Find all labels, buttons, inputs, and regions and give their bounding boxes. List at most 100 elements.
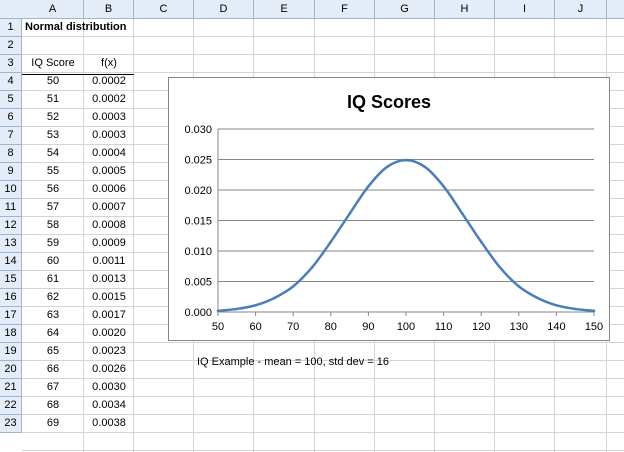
- cell-iq-score[interactable]: 62: [46, 291, 60, 303]
- chart-plot: 0.000 0.005 0.010 0.015 0.020 0.025 0.030 50 60 7…: [184, 124, 603, 333]
- cell-iq-score[interactable]: 59: [46, 237, 60, 249]
- cell-fx[interactable]: 0.0034: [92, 399, 126, 411]
- cell-iq-score[interactable]: 65: [46, 345, 60, 357]
- row-header[interactable]: 2: [0, 37, 22, 55]
- x-tick-label: 90: [362, 321, 374, 333]
- select-all-corner[interactable]: [0, 0, 23, 18]
- column-header-e[interactable]: E: [254, 0, 315, 18]
- data-point: [273, 296, 276, 300]
- row-header[interactable]: 8: [0, 145, 22, 163]
- row-header[interactable]: 10: [0, 181, 22, 199]
- row-header[interactable]: 12: [0, 217, 22, 235]
- column-header-g[interactable]: G: [375, 0, 435, 18]
- row-header[interactable]: 15: [0, 271, 22, 289]
- column-header-a[interactable]: A: [22, 0, 84, 18]
- cell-iq-score[interactable]: 58: [46, 219, 60, 231]
- column-header-c[interactable]: C: [134, 0, 194, 18]
- data-point: [536, 296, 539, 300]
- cell-fx[interactable]: 0.0013: [92, 273, 126, 285]
- cell-fx[interactable]: 0.0038: [92, 417, 126, 429]
- row-header[interactable]: 13: [0, 235, 22, 253]
- cell-iq-score[interactable]: 61: [46, 273, 60, 285]
- example-note[interactable]: IQ Example - mean = 100, std dev = 16: [197, 356, 389, 368]
- row-header[interactable]: 3: [0, 55, 22, 73]
- row-header[interactable]: 5: [0, 91, 22, 109]
- cell-iq-score[interactable]: 55: [46, 165, 60, 177]
- cell-iq-score[interactable]: 69: [46, 417, 60, 429]
- x-tick-label: 150: [585, 321, 603, 333]
- sheet-title-cell[interactable]: Normal distribution: [25, 21, 127, 33]
- cell-iq-score[interactable]: 54: [46, 147, 60, 159]
- cell-iq-score[interactable]: 67: [46, 381, 60, 393]
- row-header[interactable]: 6: [0, 109, 22, 127]
- data-point: [348, 212, 351, 216]
- cell-iq-score[interactable]: 51: [46, 93, 60, 105]
- cell-fx[interactable]: 0.0007: [92, 201, 126, 213]
- row-header[interactable]: 17: [0, 307, 22, 325]
- cell-fx[interactable]: 0.0003: [92, 129, 126, 141]
- cell-fx[interactable]: 0.0017: [92, 309, 126, 321]
- x-tick-label: 130: [510, 321, 528, 333]
- cell-fx[interactable]: 0.0020: [92, 327, 126, 339]
- row-gridline: [22, 342, 624, 343]
- row-header[interactable]: 21: [0, 379, 22, 397]
- cell-fx[interactable]: 0.0023: [92, 345, 126, 357]
- row-header[interactable]: 16: [0, 289, 22, 307]
- cell-iq-score[interactable]: 60: [46, 255, 60, 267]
- cell-fx[interactable]: 0.0002: [92, 75, 126, 87]
- column-header-d[interactable]: D: [194, 0, 254, 18]
- x-tick-label: 140: [547, 321, 565, 333]
- column-header-f[interactable]: F: [315, 0, 375, 18]
- data-point: [367, 185, 370, 188]
- data-point: [235, 307, 239, 311]
- data-point: [461, 212, 464, 216]
- row-header[interactable]: 9: [0, 163, 22, 181]
- cell-iq-score[interactable]: 52: [46, 111, 60, 123]
- x-tick-label: 120: [472, 321, 490, 333]
- cell-fx[interactable]: 0.0008: [92, 219, 126, 231]
- row-gridline: [22, 36, 624, 37]
- data-point: [555, 303, 558, 307]
- y-tick-label: 0.000: [184, 307, 212, 319]
- iq-scores-chart[interactable]: IQ Scores 0.000 0.005 0.010 0.015 0.020 0.025…: [168, 77, 610, 341]
- x-tick-label: 60: [249, 321, 261, 333]
- cell-fx[interactable]: 0.0004: [92, 147, 126, 159]
- header-iq-score[interactable]: IQ Score: [31, 57, 75, 69]
- cell-iq-score[interactable]: 63: [46, 309, 60, 321]
- cell-fx[interactable]: 0.0011: [92, 255, 126, 267]
- row-header[interactable]: 20: [0, 361, 22, 379]
- row-header[interactable]: 1: [0, 19, 22, 37]
- cell-iq-score[interactable]: 57: [46, 201, 60, 213]
- row-header[interactable]: 4: [0, 73, 22, 91]
- row-header[interactable]: 19: [0, 343, 22, 361]
- cell-iq-score[interactable]: 64: [46, 327, 60, 339]
- cell-fx[interactable]: 0.0005: [92, 165, 126, 177]
- column-header-b[interactable]: B: [84, 0, 134, 18]
- cell-iq-score[interactable]: 66: [46, 363, 60, 375]
- cell-fx[interactable]: 0.0009: [92, 237, 126, 249]
- x-tick-label: 70: [287, 321, 299, 333]
- row-header[interactable]: 22: [0, 397, 22, 415]
- cell-iq-score[interactable]: 68: [46, 399, 60, 411]
- column-header-i[interactable]: I: [495, 0, 555, 18]
- row-header[interactable]: 23: [0, 415, 22, 433]
- column-header-h[interactable]: H: [435, 0, 495, 18]
- cell-iq-score[interactable]: 56: [46, 183, 60, 195]
- row-gridline: [22, 378, 624, 379]
- cell-iq-score[interactable]: 53: [46, 129, 60, 141]
- header-fx[interactable]: f(x): [101, 57, 117, 69]
- data-point: [517, 285, 521, 288]
- cell-fx[interactable]: 0.0030: [92, 381, 126, 393]
- row-header[interactable]: 7: [0, 127, 22, 145]
- cell-iq-score[interactable]: 50: [46, 75, 60, 87]
- cell-fx[interactable]: 0.0006: [92, 183, 126, 195]
- cell-fx[interactable]: 0.0026: [92, 363, 126, 375]
- column-header-j[interactable]: J: [555, 0, 607, 18]
- cell-fx[interactable]: 0.0015: [92, 291, 126, 303]
- row-header[interactable]: 11: [0, 199, 22, 217]
- row-gridline: [22, 360, 624, 361]
- cell-fx[interactable]: 0.0003: [92, 111, 126, 123]
- row-header[interactable]: 14: [0, 253, 22, 271]
- row-header[interactable]: 18: [0, 325, 22, 343]
- cell-fx[interactable]: 0.0002: [92, 93, 126, 105]
